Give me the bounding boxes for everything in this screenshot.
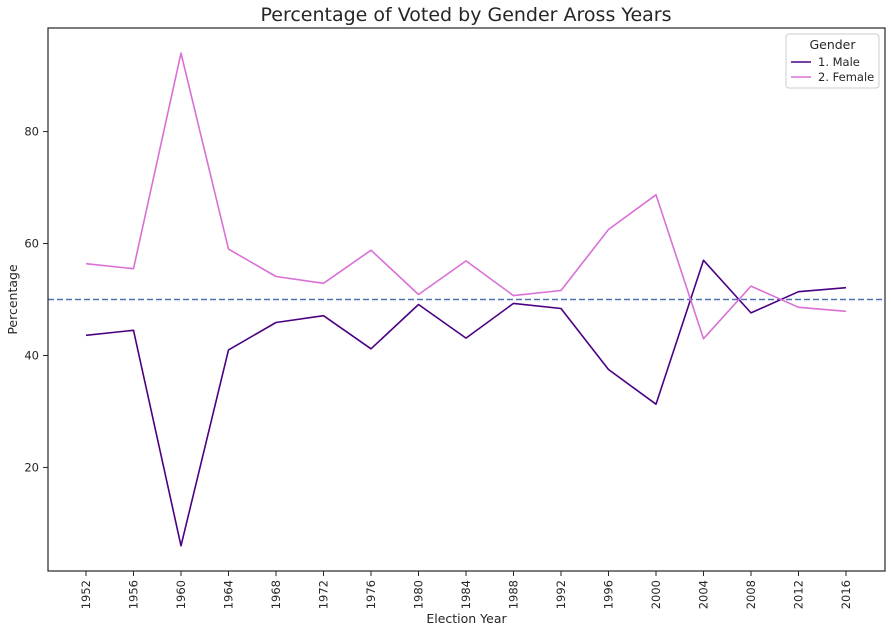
x-tick-label: 1996 <box>602 580 616 609</box>
legend-title: Gender <box>809 37 856 52</box>
x-tick-label: 1960 <box>174 580 188 609</box>
x-tick-label: 2016 <box>839 580 853 609</box>
x-tick-label: 1964 <box>222 580 236 609</box>
x-tick-label: 1968 <box>269 580 283 609</box>
series-line-2 <box>85 52 847 340</box>
x-tick-label: 2008 <box>744 580 758 609</box>
x-tick-label: 1984 <box>459 580 473 609</box>
x-tick-label: 1956 <box>127 580 141 609</box>
y-tick-label: 40 <box>24 348 39 362</box>
x-tick-label: 1976 <box>364 580 378 609</box>
chart-title: Percentage of Voted by Gender Aross Year… <box>260 4 671 26</box>
x-axis-label: Election Year <box>426 611 507 626</box>
x-tick-label: 1972 <box>317 580 331 609</box>
x-tick-label: 1952 <box>79 580 93 609</box>
legend-entry-1: 1. Male <box>818 55 860 69</box>
series-line-1 <box>85 259 847 547</box>
x-tick-label: 2012 <box>792 580 806 609</box>
y-tick-label: 20 <box>24 460 39 474</box>
x-tick-label: 2000 <box>649 580 663 609</box>
x-tick-label: 1980 <box>412 580 426 609</box>
x-tick-label: 1988 <box>507 580 521 609</box>
y-tick-label: 80 <box>24 125 39 139</box>
x-tick-label: 1992 <box>554 580 568 609</box>
y-tick-label: 60 <box>24 237 39 251</box>
x-tick-label: 2004 <box>697 580 711 609</box>
legend-entry-2: 2. Female <box>818 70 874 84</box>
legend-box <box>785 33 880 89</box>
y-axis-label: Percentage <box>5 264 20 335</box>
